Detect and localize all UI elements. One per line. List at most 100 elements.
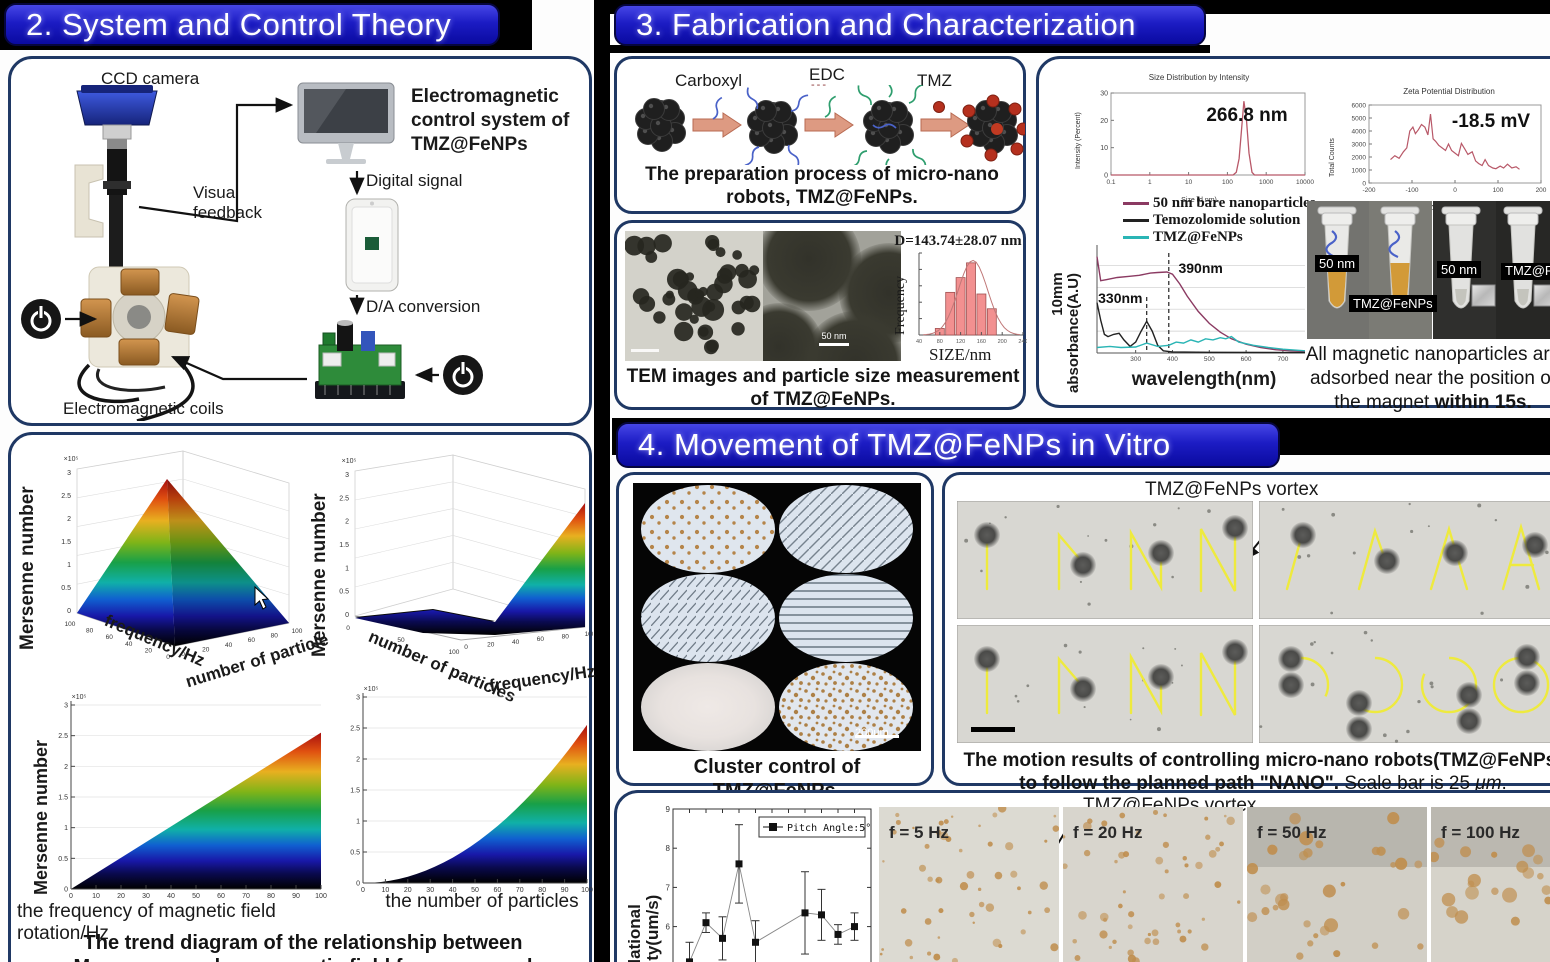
- svg-text:3: 3: [345, 472, 349, 479]
- svg-text:100: 100: [581, 887, 593, 894]
- legend-row: 50 nm bare nanoparticles: [1123, 195, 1316, 212]
- svg-text:3: 3: [67, 470, 71, 477]
- svg-text:2: 2: [67, 516, 71, 523]
- svg-text:200: 200: [1536, 187, 1547, 194]
- svg-text:0: 0: [346, 625, 350, 632]
- svg-text:40: 40: [167, 893, 175, 900]
- fan1-ylabel: Mersenne number: [31, 739, 51, 895]
- svg-text:60: 60: [217, 893, 225, 900]
- preparation-diagram: [635, 85, 1025, 165]
- svg-text:50 nm: 50 nm: [821, 331, 846, 341]
- svg-text:-100: -100: [1405, 187, 1418, 194]
- tubes-caption-normal: All magnetic nanoparticles are adsorbed …: [1305, 344, 1550, 413]
- svg-text:70: 70: [242, 893, 250, 900]
- svg-text:120: 120: [956, 339, 965, 345]
- svg-text:0: 0: [345, 612, 349, 619]
- svg-text:30: 30: [1100, 91, 1108, 98]
- da-conversion-label: D/A conversion: [366, 297, 481, 316]
- svg-text:20: 20: [145, 647, 153, 654]
- svg-text:×10⁵: ×10⁵: [64, 456, 79, 463]
- svg-text:0: 0: [166, 654, 170, 661]
- svg-text:100: 100: [449, 649, 460, 656]
- tube-label-1: 50 nm: [1315, 255, 1360, 272]
- svg-text:1: 1: [64, 825, 68, 832]
- svg-text:30: 30: [142, 893, 150, 900]
- svg-text:0.1: 0.1: [1106, 179, 1115, 186]
- svg-text:80: 80: [267, 893, 275, 900]
- svg-text:500: 500: [1204, 356, 1215, 363]
- mersenne-surface-plot-2: 3 2.5 2 1.5 1 0.5 0 ×10⁵ 0 50 100 0 20 40 60 80 100: [339, 454, 593, 656]
- size-dist-ylabel: Intensity (Percent): [1075, 112, 1082, 169]
- svg-text:266.8 nm: 266.8 nm: [1206, 105, 1287, 126]
- histogram-ylabel: Frequency: [893, 275, 908, 335]
- svg-text:40: 40: [225, 642, 233, 649]
- mersenne-frequency-fan-plot: 00.511.522.530 10 20 30 40 50 60 70 80 90 100×10⁵: [58, 694, 327, 900]
- svg-text:400: 400: [1167, 356, 1178, 363]
- tem-caption: TEM images and particle size measurement…: [626, 366, 1020, 411]
- nano-path-tile: [1259, 625, 1550, 743]
- nano-path-tile: [957, 501, 1253, 619]
- svg-text:1000: 1000: [1259, 179, 1274, 186]
- svg-text:5000: 5000: [1352, 116, 1367, 123]
- svg-text:0: 0: [1362, 181, 1366, 188]
- mersenne-panel: 3 2.5 2 1.5 1 0.5 0 ×10⁵ 100 80 60 40 20 0 0 20 40 60 80 10…: [8, 432, 596, 962]
- size-distribution-chart: 0 10 20 30 0.1 1 10 100 1000 10000 266.8 nm: [1100, 91, 1314, 187]
- svg-text:1.5: 1.5: [350, 788, 360, 795]
- svg-text:90: 90: [292, 893, 300, 900]
- translational-velocity-chart: 456789Pitch Angle:5°: [666, 805, 872, 962]
- svg-text:×10⁵: ×10⁵: [342, 458, 357, 465]
- control-system-panel: CCD camera Visual feedback Electromagnet…: [8, 56, 592, 426]
- svg-text:300: 300: [1130, 356, 1141, 363]
- svg-text:×10⁵: ×10⁵: [72, 694, 87, 701]
- svg-text:2.5: 2.5: [339, 495, 349, 502]
- svg-text:3000: 3000: [1352, 142, 1367, 149]
- mersenne-particles-fan-plot: 00.511.522.530 10 20 30 40 50 60 70 80 90 100×10⁵: [350, 686, 593, 894]
- svg-text:0: 0: [64, 887, 68, 894]
- tube-label-2: TMZ@FeNPs: [1349, 295, 1437, 312]
- svg-text:700: 700: [1277, 356, 1288, 363]
- svg-text:0: 0: [361, 887, 365, 894]
- svg-text:1: 1: [356, 819, 360, 826]
- svg-text:20: 20: [1100, 118, 1108, 125]
- tubes-caption: All magnetic nanoparticles are adsorbed …: [1297, 343, 1550, 414]
- velocity-ylabel-1: Translational: [625, 904, 644, 962]
- header3-underline: [610, 45, 1210, 53]
- nano-caption-line1: The motion results of controlling micro-…: [963, 750, 1550, 771]
- svg-text:100: 100: [292, 628, 303, 635]
- digital-signal-label: Digital signal: [366, 171, 463, 190]
- svg-text:240: 240: [1018, 339, 1027, 345]
- freq-label-50hz: f = 50 Hz: [1257, 823, 1327, 842]
- svg-text:0: 0: [1453, 187, 1457, 194]
- edc-dashes: ---: [811, 79, 828, 91]
- svg-text:2.5: 2.5: [350, 726, 360, 733]
- power-button-icon: [443, 355, 483, 395]
- vortex-image-50hz: [1247, 807, 1427, 962]
- cluster-scale-bar: 200um: [855, 727, 889, 739]
- svg-text:0: 0: [181, 651, 185, 658]
- svg-text:100: 100: [585, 631, 593, 638]
- svg-text:40: 40: [449, 887, 457, 894]
- svg-text:0.5: 0.5: [58, 856, 68, 863]
- section4-title: 4. Movement of TMZ@FeNPs in Vitro: [638, 427, 1171, 462]
- absorbance-legend: 50 nm bare nanoparticles Temozolomide sol…: [1123, 195, 1316, 246]
- svg-text:80: 80: [538, 887, 546, 894]
- ccd-camera-label: CCD camera: [101, 69, 200, 88]
- svg-text:40: 40: [512, 639, 520, 646]
- svg-text:-18.5 mV: -18.5 mV: [1452, 111, 1530, 132]
- svg-text:80: 80: [937, 339, 943, 345]
- controller-device-icon: [345, 198, 399, 292]
- svg-text:80: 80: [271, 633, 279, 640]
- svg-text:2000: 2000: [1352, 155, 1367, 162]
- mouse-cursor-icon: [254, 585, 270, 610]
- svg-text:10: 10: [1185, 179, 1193, 186]
- svg-text:1.5: 1.5: [339, 542, 349, 549]
- vortex-frequency-panel: TMZ@FeNPs vortex Translational velocity(…: [614, 790, 1550, 962]
- tem-panel: 50 nm D=143.74±28.07 nm 40 80 120 160 200 240…: [614, 220, 1027, 411]
- svg-text:100: 100: [65, 621, 76, 628]
- svg-text:4000: 4000: [1352, 129, 1367, 136]
- svg-text:20: 20: [404, 887, 412, 894]
- vortex-image-100hz: [1431, 807, 1550, 962]
- svg-text:30: 30: [426, 887, 434, 894]
- apparatus-photo: [74, 85, 200, 421]
